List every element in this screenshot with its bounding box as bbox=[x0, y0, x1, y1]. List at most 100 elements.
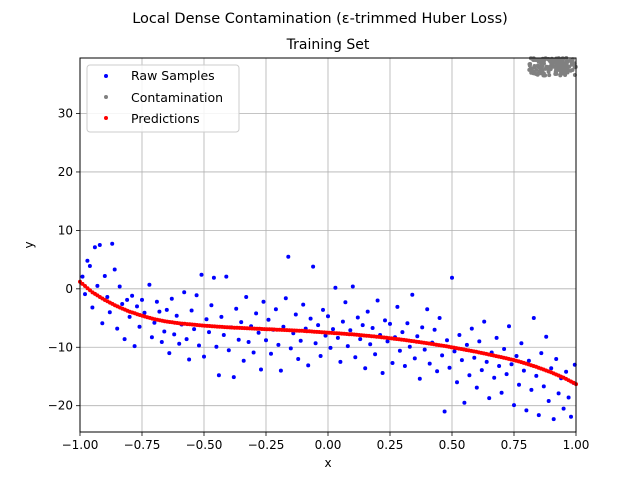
contamination-point bbox=[547, 73, 552, 78]
raw-sample-point bbox=[130, 293, 135, 298]
raw-sample-point bbox=[187, 357, 192, 362]
raw-sample-point bbox=[360, 323, 365, 328]
raw-sample-point bbox=[440, 353, 445, 358]
contamination-point bbox=[533, 64, 537, 69]
raw-sample-point bbox=[298, 338, 303, 343]
raw-sample-point bbox=[261, 299, 266, 304]
raw-sample-point bbox=[259, 367, 263, 372]
raw-sample-point bbox=[236, 337, 241, 342]
raw-sample-point bbox=[551, 417, 556, 422]
raw-sample-point bbox=[331, 327, 335, 332]
prediction-points bbox=[78, 279, 578, 387]
raw-sample-point bbox=[246, 340, 251, 344]
raw-sample-point bbox=[192, 327, 197, 332]
raw-sample-point bbox=[355, 315, 360, 320]
raw-sample-point bbox=[189, 308, 194, 313]
raw-sample-point bbox=[127, 314, 132, 319]
raw-sample-point bbox=[296, 357, 301, 361]
contamination-point bbox=[542, 58, 547, 63]
contamination-point bbox=[540, 64, 545, 69]
raw-sample-point bbox=[112, 267, 117, 272]
raw-sample-point bbox=[140, 297, 144, 302]
raw-sample-point bbox=[90, 305, 95, 310]
legend-label-contamination: Contamination bbox=[131, 90, 223, 105]
raw-sample-point bbox=[502, 347, 507, 351]
contamination-point bbox=[529, 70, 534, 75]
raw-sample-point bbox=[467, 373, 472, 378]
contamination-point bbox=[549, 61, 554, 66]
raw-sample-point bbox=[154, 299, 159, 304]
raw-sample-point bbox=[288, 346, 293, 351]
x-tick-label: 0.25 bbox=[377, 438, 404, 452]
raw-sample-point bbox=[459, 358, 464, 363]
contamination-point bbox=[528, 62, 533, 66]
raw-sample-point bbox=[264, 338, 268, 343]
raw-sample-point bbox=[234, 306, 239, 311]
raw-sample-point bbox=[340, 319, 345, 324]
contamination-point bbox=[563, 73, 568, 77]
raw-sample-point bbox=[167, 351, 172, 356]
raw-sample-point bbox=[97, 243, 102, 247]
raw-sample-point bbox=[432, 327, 437, 332]
raw-sample-point bbox=[107, 310, 112, 315]
raw-sample-point bbox=[306, 363, 311, 368]
raw-sample-point bbox=[405, 321, 410, 326]
x-tick-label: −1.00 bbox=[62, 438, 99, 452]
raw-sample-point bbox=[380, 371, 385, 375]
contamination-point bbox=[546, 65, 550, 70]
raw-sample-point bbox=[569, 414, 573, 419]
raw-sample-point bbox=[283, 296, 288, 301]
raw-sample-point bbox=[373, 352, 378, 357]
raw-sample-point bbox=[95, 283, 100, 288]
raw-sample-point bbox=[177, 341, 182, 346]
raw-sample-point bbox=[474, 385, 479, 390]
raw-sample-point bbox=[422, 347, 427, 352]
contamination-point bbox=[540, 69, 545, 73]
raw-sample-point bbox=[117, 284, 122, 289]
raw-sample-point bbox=[566, 395, 571, 400]
raw-sample-point bbox=[519, 341, 524, 346]
raw-sample-point bbox=[556, 391, 561, 396]
x-axis-ticks: −1.00 −0.75 −0.50 −0.25 0.00 0.25 0.50 0.75 1.00 bbox=[62, 432, 589, 452]
raw-sample-point bbox=[102, 274, 107, 278]
raw-sample-point bbox=[313, 341, 318, 346]
raw-sample-point bbox=[363, 366, 368, 371]
contamination-point bbox=[564, 59, 569, 64]
raw-sample-point bbox=[224, 274, 229, 279]
raw-sample-point bbox=[452, 349, 457, 354]
raw-sample-point bbox=[455, 380, 459, 385]
raw-sample-point bbox=[273, 307, 278, 312]
raw-sample-point bbox=[549, 366, 554, 371]
contamination-point bbox=[562, 69, 567, 74]
contamination-point bbox=[568, 68, 573, 73]
raw-sample-point bbox=[239, 320, 244, 325]
raw-sample-point bbox=[492, 375, 497, 380]
y-tick-label: −10 bbox=[48, 340, 73, 354]
raw-sample-point bbox=[487, 396, 492, 401]
raw-sample-point bbox=[159, 340, 164, 344]
raw-sample-point bbox=[335, 335, 340, 340]
raw-sample-point bbox=[184, 337, 189, 342]
raw-sample-point bbox=[137, 324, 142, 329]
y-tick-label: 10 bbox=[58, 223, 73, 237]
raw-sample-point bbox=[293, 312, 298, 317]
raw-sample-point bbox=[504, 372, 509, 377]
raw-sample-point bbox=[479, 368, 484, 373]
y-axis-label: y bbox=[22, 241, 36, 248]
raw-sample-point bbox=[135, 304, 139, 309]
raw-sample-point bbox=[546, 399, 551, 403]
raw-sample-point bbox=[338, 359, 343, 364]
raw-sample-point bbox=[169, 296, 174, 301]
x-axis-label: x bbox=[324, 456, 331, 470]
raw-sample-point bbox=[202, 354, 206, 359]
raw-sample-point bbox=[534, 373, 539, 378]
raw-sample-point bbox=[450, 275, 454, 280]
raw-sample-point bbox=[410, 292, 415, 297]
raw-sample-point bbox=[397, 348, 402, 353]
raw-sample-point bbox=[353, 355, 358, 360]
raw-sample-point bbox=[318, 354, 323, 358]
x-tick-label: 0.75 bbox=[501, 438, 528, 452]
raw-sample-point bbox=[541, 384, 546, 389]
raw-sample-point bbox=[400, 330, 405, 335]
